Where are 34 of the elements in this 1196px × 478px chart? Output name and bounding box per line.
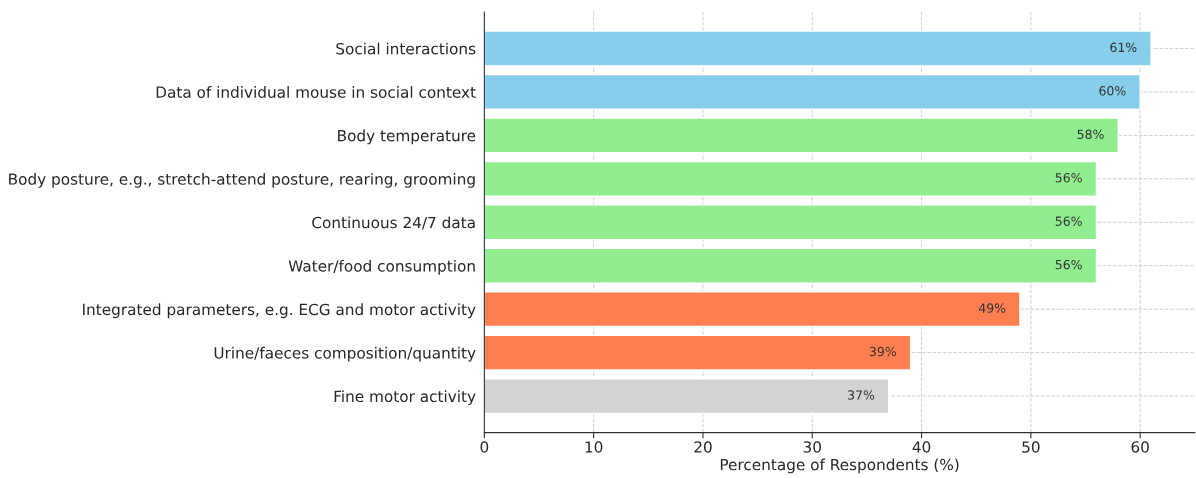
y-tick-label: Urine/faeces composition/quantity (214, 346, 476, 362)
bar (484, 291, 1021, 328)
data-label: 60% (1099, 86, 1126, 96)
x-tick-label: 40 (912, 441, 931, 453)
x-tick-label: 30 (803, 441, 821, 453)
bar (484, 334, 912, 371)
y-tick-label: Integrated parameters, e.g. ECG and motor activity (83, 303, 476, 319)
x-tick-label: 10 (585, 441, 603, 453)
y-tick-label: Data of individual mouse in social context (156, 86, 476, 98)
data-label: 56% (1055, 216, 1082, 226)
x-tick-label: 0 (480, 441, 489, 453)
y-tick-label: Fine motor activity (334, 390, 476, 406)
x-tick-label: 20 (694, 441, 712, 453)
y-tick-label: Water/food consumption (288, 259, 475, 275)
x-axis-title: Percentage of Respondents (%) (720, 458, 959, 474)
x-tick-label: 60 (1131, 441, 1149, 453)
y-tick-label: Body temperature (338, 129, 476, 145)
data-label: 58% (1077, 129, 1104, 139)
bar (484, 247, 1098, 284)
bar (484, 30, 1152, 67)
bar (484, 160, 1098, 197)
y-tick-label: Continuous 24/7 data (312, 216, 475, 230)
bar (484, 204, 1098, 241)
x-tick-label: 50 (1022, 441, 1040, 453)
data-label: 39% (869, 346, 897, 357)
data-label: 56% (1055, 259, 1082, 270)
bar (484, 117, 1119, 154)
y-tick-label: Body posture, e.g., stretch-attend posture, rearing, grooming (9, 173, 475, 188)
data-label: 49% (978, 303, 1006, 313)
data-label: 37% (848, 390, 875, 400)
y-tick-label: Social interactions (336, 42, 476, 55)
data-label: 61% (1110, 42, 1137, 53)
bar (484, 73, 1141, 110)
data-label: 56% (1055, 172, 1082, 183)
